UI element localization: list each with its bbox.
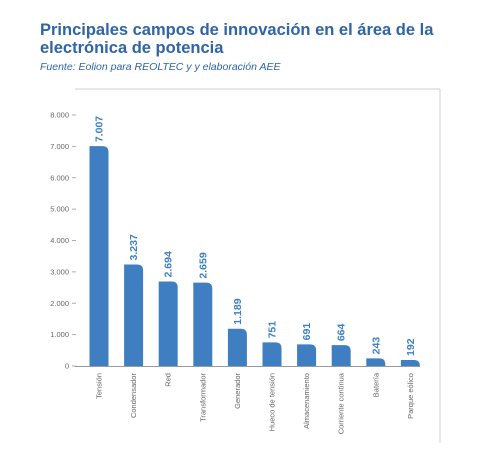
bar [331, 345, 351, 366]
data-label: 691 [301, 323, 313, 341]
data-labels: 7.007 3.237 2.694 2.659 1.189 751 691 664 243 192 [94, 116, 417, 356]
data-label: 2.694 [163, 251, 175, 277]
bar [366, 358, 386, 366]
y-tick-label: 2.000 [50, 299, 69, 308]
bar [124, 264, 144, 366]
y-tick-label: 1.000 [50, 330, 69, 339]
chart-frame [75, 88, 441, 443]
category-label: Almacenamiento [302, 373, 311, 429]
y-tick-label: 7.000 [50, 142, 69, 151]
category-label: Tensión [95, 373, 104, 399]
data-label: 7.007 [94, 116, 106, 142]
data-label: 1.189 [232, 298, 244, 324]
bar [400, 359, 420, 366]
x-axis: Tensión Condensador Red Transformador Genera… [95, 372, 415, 434]
y-tick-label: 0 [65, 362, 69, 371]
category-label: Red [164, 373, 173, 387]
category-label: Batería [371, 372, 380, 397]
y-axis: 0 1.000 2.000 3.000 4.000 5.000 6.000 7.000 8.00… [50, 111, 76, 371]
bar [89, 146, 109, 366]
category-label: Generador [233, 373, 242, 409]
data-label: 243 [370, 337, 382, 355]
y-tick-label: 5.000 [50, 205, 69, 214]
category-label: Hueco de tensión [268, 373, 277, 431]
data-label: 192 [405, 338, 417, 356]
bar [227, 328, 247, 366]
data-label: 2.659 [197, 252, 209, 278]
y-tick-label: 6.000 [50, 173, 69, 182]
y-tick-label: 8.000 [50, 111, 69, 120]
data-label: 751 [267, 321, 279, 339]
bars [89, 146, 420, 366]
y-tick-label: 3.000 [50, 267, 69, 276]
bar [158, 281, 178, 366]
bar [193, 282, 213, 366]
chart-subtitle: Fuente: Eolion para REOLTEC y y elaborac… [40, 61, 281, 73]
category-label: Transformador [198, 373, 207, 422]
data-label: 3.237 [128, 234, 140, 260]
bar [297, 344, 317, 366]
bar [262, 342, 282, 366]
category-label: Parque eólico [406, 373, 415, 419]
category-label: Condensador [129, 373, 138, 419]
data-label: 664 [336, 323, 348, 341]
chart-title: Principales campos de innovación en el á… [40, 21, 434, 57]
y-tick-label: 4.000 [50, 236, 69, 245]
category-label: Corriente continua [337, 372, 346, 434]
